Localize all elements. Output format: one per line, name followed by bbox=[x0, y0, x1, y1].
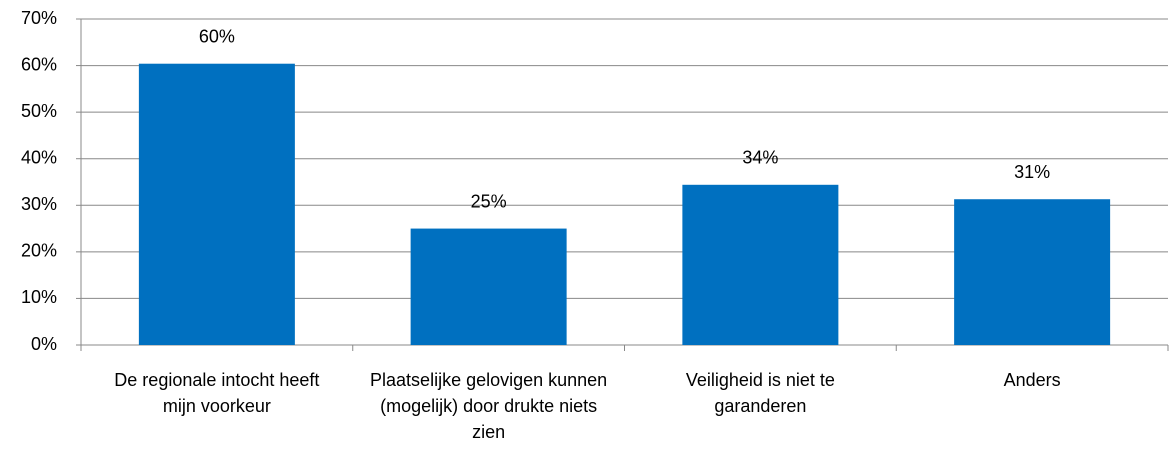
bar bbox=[954, 199, 1111, 345]
y-tick-label: 20% bbox=[21, 241, 57, 261]
y-tick-label: 0% bbox=[31, 334, 57, 354]
y-tick-label: 10% bbox=[21, 287, 57, 307]
y-tick-label: 70% bbox=[21, 8, 57, 28]
x-tick-label: De regionale intocht heeft mijn voorkeur bbox=[114, 370, 320, 416]
bar bbox=[138, 63, 295, 346]
x-tick-label: Anders bbox=[1003, 370, 1061, 390]
data-label: 34% bbox=[742, 148, 778, 168]
y-tick-label: 40% bbox=[21, 147, 57, 167]
y-tick-label: 50% bbox=[21, 101, 57, 121]
data-label: 60% bbox=[199, 26, 235, 46]
x-tick-label: Veiligheid is niet te garanderen bbox=[685, 370, 835, 416]
data-label: 25% bbox=[471, 191, 507, 211]
x-tick-label: Plaatselijke gelovigen kunnen (mogelijk)… bbox=[370, 370, 608, 442]
data-label: 31% bbox=[1014, 162, 1050, 182]
bar bbox=[682, 184, 839, 345]
bar bbox=[410, 228, 567, 345]
y-tick-label: 60% bbox=[21, 54, 57, 74]
y-tick-label: 30% bbox=[21, 194, 57, 214]
